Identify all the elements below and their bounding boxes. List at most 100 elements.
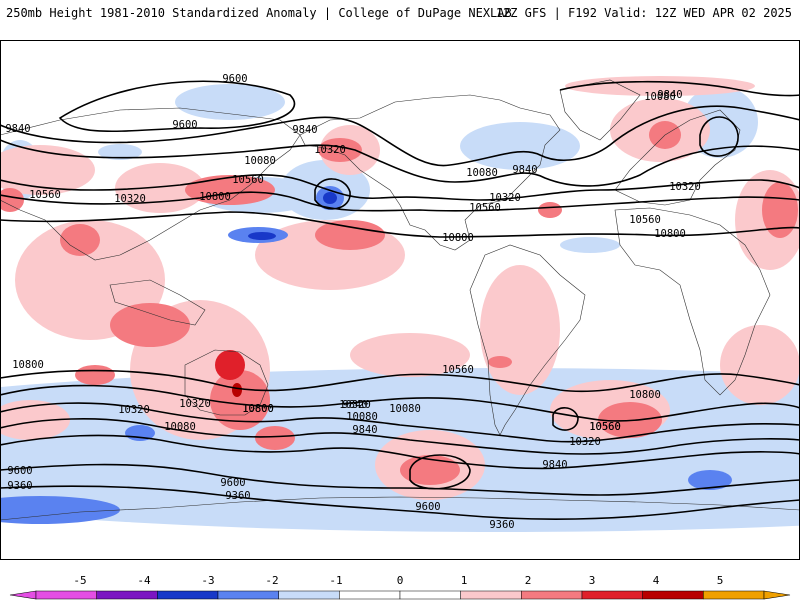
contour-10320-s — [0, 402, 800, 443]
contour-label: 9840 — [292, 124, 317, 136]
pos2-ak — [318, 138, 362, 162]
coast-africa — [614, 207, 771, 396]
contour-label: 10560 — [629, 214, 661, 226]
pos1-asia-w — [0, 145, 95, 195]
contour-10800-n — [0, 211, 800, 238]
pos2-aus-s — [255, 426, 295, 450]
contour-10080-n — [0, 139, 800, 187]
pos2-me — [762, 182, 798, 238]
contour-label: 10320 — [118, 404, 150, 416]
coast-north-america — [299, 94, 561, 251]
height-contours — [0, 80, 800, 520]
contour-9360-s — [0, 485, 800, 520]
contour-9840-s — [0, 434, 800, 470]
pos2-indo — [110, 303, 190, 347]
contour-label: 10560 — [469, 202, 501, 214]
pos2-io — [75, 365, 115, 385]
contour-closed-aleut — [314, 178, 351, 210]
legend-tick-label: -3 — [201, 574, 214, 587]
legend-tick-label: 2 — [525, 574, 532, 587]
contour-label: 10800 — [199, 191, 231, 203]
contour-label: 9600 — [7, 465, 32, 477]
contour-label: 10800 — [242, 403, 274, 415]
legend-swatch — [217, 590, 279, 600]
pos2-pac — [315, 220, 385, 250]
contour-label: 9840 — [352, 424, 377, 436]
contour-label: 10560 — [29, 189, 61, 201]
pos2-atl-n — [538, 202, 562, 218]
contour-label: 10560 — [589, 421, 621, 433]
contour-label: 10080 — [244, 155, 276, 167]
contour-label: 10080 — [346, 411, 378, 423]
neg2-so — [688, 470, 732, 490]
pos2-sam — [488, 356, 512, 368]
legend-arrow-left — [9, 590, 37, 600]
legend-tick-label: 0 — [397, 574, 404, 587]
neg1-atl — [560, 237, 620, 253]
neg1-band-se — [540, 456, 800, 500]
contour-label: 9600 — [415, 501, 440, 513]
legend-swatch — [460, 590, 522, 600]
pos1-sw — [0, 400, 70, 440]
anomaly-shading — [0, 76, 800, 532]
legend-swatch — [96, 590, 158, 600]
coast-antarctica — [0, 496, 800, 521]
map-title: 250mb Height 1981-2010 Standardized Anom… — [6, 6, 512, 20]
legend-tick-label: -2 — [265, 574, 278, 587]
contour-label: 9600 — [222, 73, 247, 85]
contour-9600-s — [0, 463, 800, 496]
model-valid-time: 12Z GFS | F192 Valid: 12Z WED APR 02 202… — [495, 6, 792, 20]
contour-label: 10080 — [466, 167, 498, 179]
contour-label: 9840 — [512, 164, 537, 176]
neg1-pac-n — [175, 84, 285, 120]
contour-label: 10080 — [389, 403, 421, 415]
coast-south-america — [469, 244, 586, 436]
contour-label: 10320 — [339, 399, 371, 411]
contour-10800-s — [0, 369, 800, 393]
legend-swatch — [157, 590, 219, 600]
contour-label: 10800 — [442, 232, 474, 244]
legend-tick-label: -5 — [73, 574, 86, 587]
contour-label: 10560 — [442, 364, 474, 376]
legend-arrow-right — [763, 590, 791, 600]
legend-tick-label: 1 — [461, 574, 468, 587]
contour-closed-so — [409, 454, 471, 490]
contour-9840-arctic — [559, 80, 800, 97]
legend-tick-label: 5 — [717, 574, 724, 587]
contour-label: 9840 — [542, 459, 567, 471]
legend-tick-label: -4 — [137, 574, 151, 587]
legend-swatch — [339, 590, 401, 600]
contour-label: 9360 — [7, 480, 32, 492]
pos1-sepac — [350, 333, 470, 377]
color-scale-legend: -5 -4 -3 -2 -1 0 1 2 3 4 5 — [9, 574, 791, 600]
contour-label: 10800 — [654, 228, 686, 240]
contour-label: 10800 — [12, 359, 44, 371]
contour-label: 10320 — [179, 398, 211, 410]
contour-9840-n — [0, 105, 800, 167]
neg3-pac — [248, 232, 276, 240]
legend-tick-label: 3 — [589, 574, 596, 587]
pos1-sam — [480, 265, 560, 395]
coast-australia — [184, 349, 269, 416]
contour-label: 10080 — [164, 421, 196, 433]
pos4-aus-core — [232, 383, 242, 397]
pos3-aus — [215, 350, 245, 380]
coast-maritime — [109, 279, 206, 326]
neg1-sio — [670, 416, 770, 444]
contour-label: 10320 — [314, 144, 346, 156]
neg3-aleut — [323, 192, 337, 204]
contour-label: 9840 — [342, 399, 367, 411]
legend-swatch — [35, 590, 97, 600]
pos1-io — [720, 325, 800, 405]
contour-9600-n — [58, 80, 296, 133]
contour-label: 9600 — [172, 119, 197, 131]
legend-swatch — [642, 590, 704, 600]
contour-label: 9360 — [489, 519, 514, 531]
contour-label: 9600 — [220, 477, 245, 489]
legend-tick-label: -1 — [329, 574, 342, 587]
contour-closed-satl — [552, 407, 579, 431]
contour-label: 10320 — [669, 181, 701, 193]
contour-label: 10800 — [242, 403, 274, 415]
